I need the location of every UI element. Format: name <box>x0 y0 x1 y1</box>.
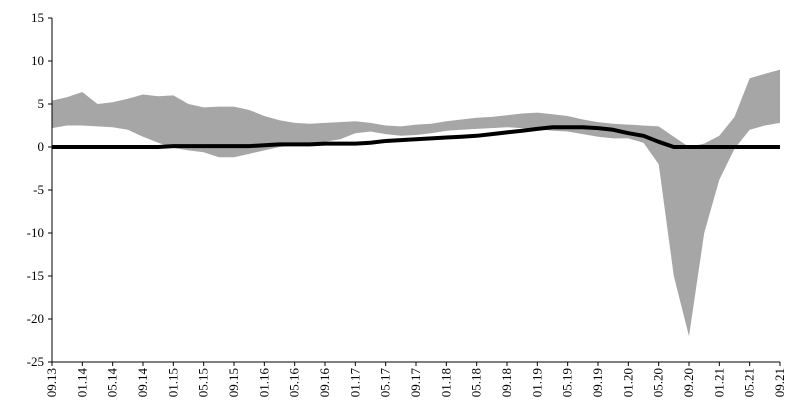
x-tick-label: 09.15 <box>226 368 241 397</box>
y-tick-label: -5 <box>33 182 44 197</box>
y-tick-label: 5 <box>38 96 45 111</box>
x-tick-label: 01.19 <box>529 368 544 397</box>
x-tick-label: 05.16 <box>287 368 302 398</box>
x-tick-label: 05.14 <box>105 368 120 398</box>
x-tick-label: 01.14 <box>74 368 89 398</box>
x-tick-label: 09.21 <box>772 368 786 397</box>
y-tick-label: 0 <box>38 139 45 154</box>
x-tick-label: 09.14 <box>135 368 150 398</box>
x-tick-label: 09.17 <box>408 368 423 398</box>
x-tick-label: 01.20 <box>620 368 635 397</box>
y-tick-label: -10 <box>27 225 44 240</box>
range-band <box>52 69 780 337</box>
y-tick-label: 10 <box>31 53 44 68</box>
x-tick-label: 09.20 <box>681 368 696 397</box>
y-tick-label: 15 <box>31 10 44 25</box>
x-tick-label: 09.16 <box>317 368 332 398</box>
x-tick-label: 05.21 <box>742 368 757 397</box>
x-tick-label: 05.20 <box>651 368 666 397</box>
x-tick-labels: 09.13 01.14 05.14 09.14 01.15 05.15 09.15 01.16… <box>44 368 786 398</box>
x-tick-label: 01.18 <box>438 368 453 397</box>
x-tick-label: 01.21 <box>711 368 726 397</box>
x-tick-label: 01.16 <box>256 368 271 398</box>
y-tick-label: -20 <box>27 311 44 326</box>
series-line <box>52 125 780 149</box>
x-tick-label: 01.17 <box>347 368 362 398</box>
axis-layer <box>48 17 781 366</box>
x-tick-label: 09.18 <box>499 368 514 397</box>
x-tick-label: 09.13 <box>44 368 59 397</box>
line-layer <box>52 125 780 149</box>
x-tick-label: 05.15 <box>196 368 211 397</box>
x-tick-label: 05.17 <box>378 368 393 398</box>
x-tick-label: 09.19 <box>590 368 605 397</box>
y-tick-label: -25 <box>27 354 44 369</box>
x-tick-label: 05.19 <box>560 368 575 397</box>
x-tick-label: 01.15 <box>165 368 180 397</box>
band-layer <box>52 69 780 337</box>
x-tick-label: 05.18 <box>469 368 484 397</box>
y-tick-labels: 15 10 5 0 -5 -10 -15 -20 -25 <box>27 10 44 369</box>
y-tick-label: -15 <box>27 268 44 283</box>
